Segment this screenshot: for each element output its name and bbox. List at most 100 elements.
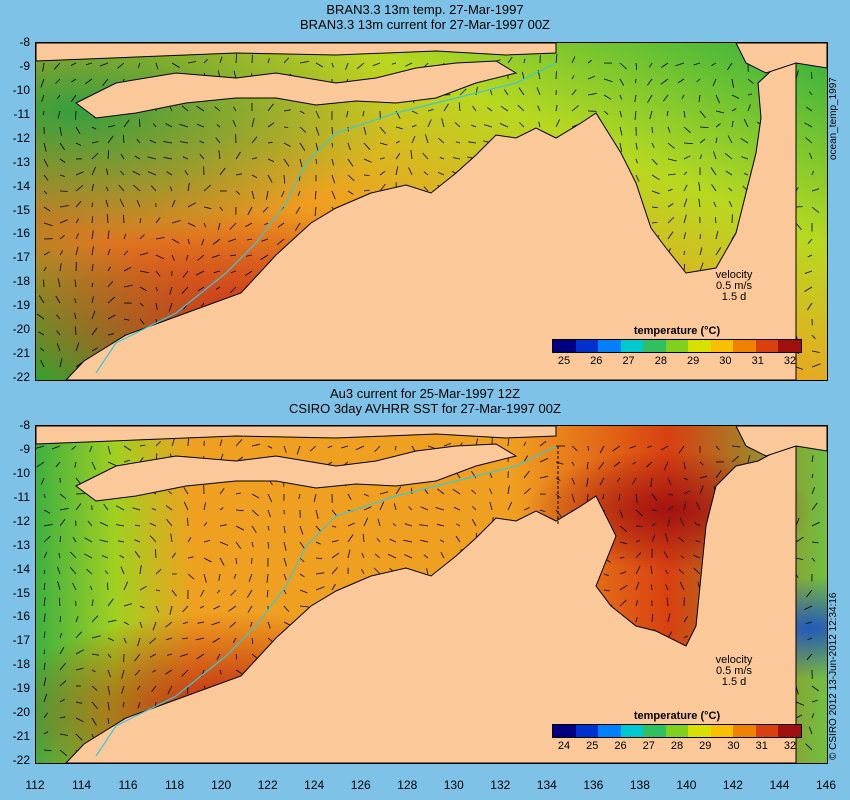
current-arrow	[123, 621, 130, 626]
current-arrow	[651, 142, 655, 148]
current-arrow	[694, 522, 701, 527]
current-arrow	[187, 685, 189, 694]
current-arrow	[57, 566, 61, 575]
current-arrow	[651, 613, 654, 623]
current-arrow	[121, 669, 125, 679]
current-arrow	[586, 493, 589, 503]
current-arrow	[104, 570, 109, 575]
top-velocity-value: 0.5 m/s	[715, 280, 753, 292]
current-arrow	[660, 62, 669, 68]
current-arrow	[182, 637, 189, 640]
current-arrow	[152, 621, 157, 631]
current-arrow	[151, 685, 157, 692]
bottom-map-title: Au3 current for 25-Mar-1997 12Z CSIRO 3d…	[0, 386, 850, 416]
top-australia-landmass	[65, 60, 797, 380]
current-arrow	[443, 103, 449, 112]
current-arrow	[59, 126, 62, 136]
current-arrow	[107, 717, 110, 725]
current-arrow	[518, 87, 525, 96]
current-arrow	[699, 126, 709, 128]
current-arrow	[683, 142, 693, 144]
current-arrow	[42, 110, 45, 116]
current-arrow	[649, 110, 653, 120]
current-arrow	[804, 122, 813, 128]
current-arrow	[59, 205, 69, 208]
current-arrow	[185, 254, 189, 261]
current-arrow	[163, 156, 173, 160]
current-arrow	[149, 139, 157, 144]
current-arrow	[612, 445, 621, 452]
current-arrow	[747, 78, 754, 84]
current-arrow	[363, 493, 369, 497]
current-arrow	[795, 517, 800, 527]
current-arrow	[155, 549, 157, 559]
current-arrow	[677, 78, 685, 84]
current-arrow	[267, 493, 273, 503]
current-arrow	[245, 222, 253, 228]
current-arrow	[504, 89, 509, 96]
current-arrow	[181, 286, 189, 294]
current-arrow	[315, 158, 317, 165]
current-arrow	[251, 525, 257, 533]
colorbar-tick: 32	[783, 740, 797, 752]
latitude-tick: -20	[12, 322, 30, 337]
current-arrow	[651, 190, 660, 195]
current-arrow	[107, 135, 114, 144]
current-arrow	[75, 342, 80, 352]
current-arrow	[693, 567, 701, 575]
current-arrow	[423, 554, 429, 559]
current-arrow	[149, 653, 157, 658]
current-arrow	[43, 158, 49, 167]
current-arrow	[395, 152, 401, 160]
current-arrow	[56, 343, 61, 352]
current-arrow	[795, 714, 803, 719]
current-arrow	[435, 507, 445, 511]
current-arrow	[75, 126, 81, 135]
current-arrow	[715, 445, 720, 451]
colorbar-segment	[598, 340, 621, 352]
current-arrow	[811, 557, 816, 562]
current-arrow	[804, 605, 813, 610]
current-arrow	[427, 119, 432, 128]
current-arrow	[555, 104, 558, 112]
current-arrow	[43, 551, 48, 559]
current-arrow	[811, 455, 814, 463]
current-arrow	[811, 487, 815, 495]
current-arrow	[683, 635, 688, 639]
longitude-tick: 128	[397, 778, 418, 792]
current-arrow	[107, 125, 116, 128]
current-arrow	[519, 122, 525, 128]
current-arrow	[211, 254, 221, 258]
current-arrow	[571, 493, 575, 503]
current-arrow	[216, 589, 221, 594]
current-arrow	[203, 184, 211, 192]
current-arrow	[651, 206, 658, 209]
latitude-tick: -19	[12, 298, 30, 313]
bottom-isobath-line	[95, 445, 557, 757]
current-arrow	[373, 567, 381, 575]
current-arrow	[182, 270, 189, 278]
current-arrow	[139, 286, 147, 291]
current-arrow	[811, 699, 818, 703]
current-arrow	[59, 662, 67, 671]
current-arrow	[201, 302, 205, 307]
colorbar-segment	[733, 725, 756, 737]
current-arrow	[247, 206, 253, 216]
current-arrow	[443, 442, 452, 447]
current-arrow	[489, 488, 493, 495]
current-arrow	[283, 126, 289, 128]
current-arrow	[149, 535, 157, 543]
current-arrow	[741, 156, 749, 160]
current-arrow	[408, 506, 413, 511]
current-arrow	[187, 202, 197, 208]
longitude-tick: 122	[257, 778, 278, 792]
current-arrow	[40, 477, 45, 485]
current-arrow	[660, 445, 669, 451]
current-arrow	[103, 504, 109, 511]
current-arrow	[199, 154, 205, 160]
latitude-tick: -9	[19, 58, 30, 73]
current-arrow	[187, 437, 189, 447]
current-arrow	[171, 437, 176, 447]
current-arrow	[91, 264, 94, 272]
current-arrow	[251, 637, 254, 645]
